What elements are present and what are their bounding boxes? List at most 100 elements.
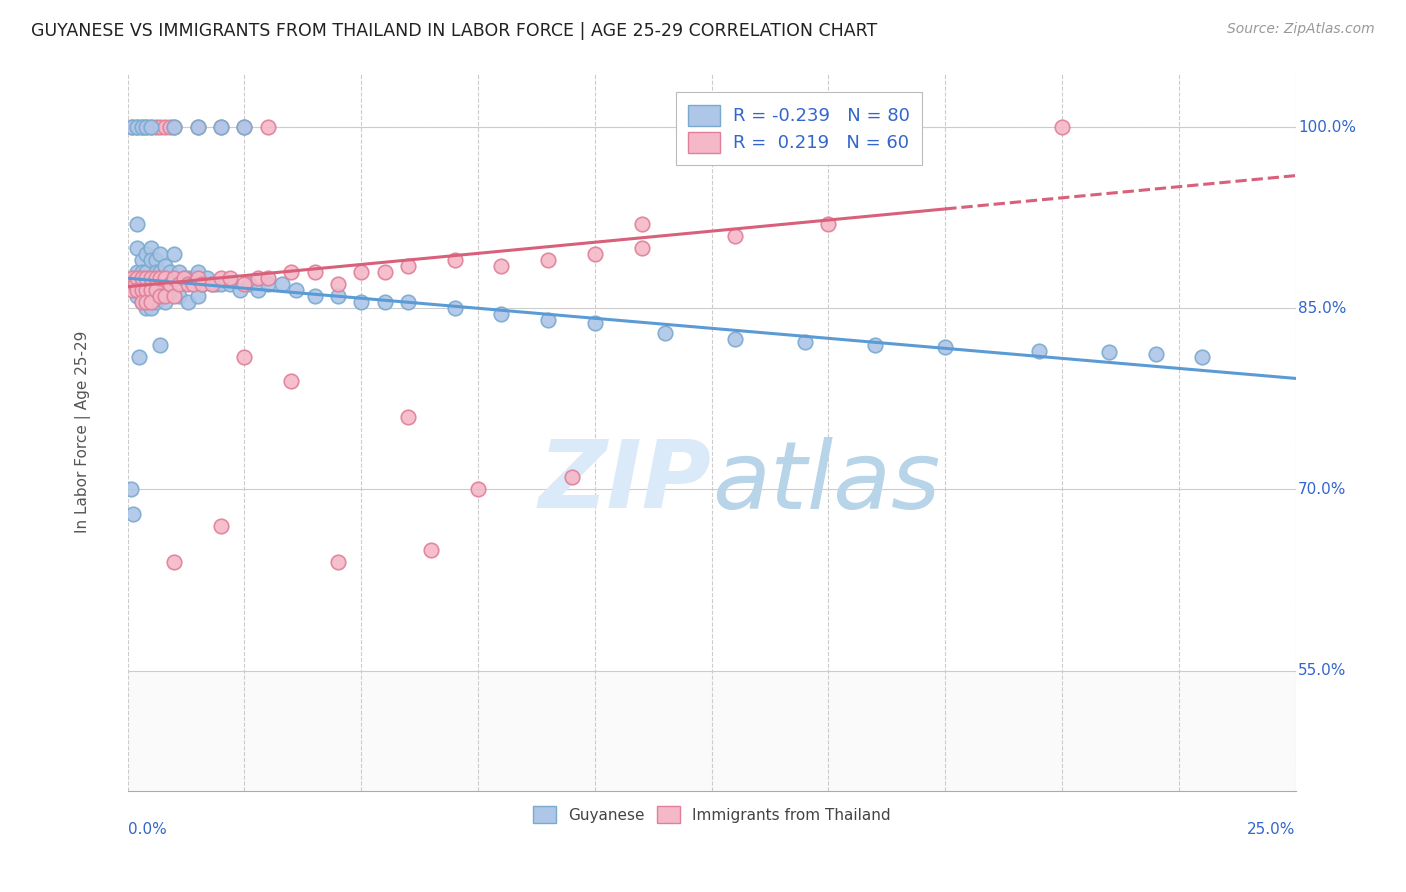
Point — [630, 217, 652, 231]
Point — [1191, 350, 1213, 364]
Point — [374, 265, 396, 279]
Point — [122, 507, 145, 521]
Point — [131, 277, 153, 292]
Point — [153, 277, 176, 292]
Point — [121, 283, 143, 297]
Point — [256, 120, 278, 135]
Point — [238, 277, 260, 292]
Point — [163, 555, 186, 569]
Point — [139, 120, 162, 135]
Point — [131, 265, 153, 279]
Point — [131, 271, 153, 285]
Point — [139, 271, 162, 285]
Point — [209, 518, 232, 533]
Point — [139, 253, 162, 268]
Point — [139, 120, 162, 135]
Point — [125, 120, 148, 135]
Text: Source: ZipAtlas.com: Source: ZipAtlas.com — [1227, 22, 1375, 37]
Point — [120, 483, 142, 497]
Point — [163, 120, 186, 135]
Point — [173, 271, 195, 285]
Point — [181, 277, 204, 292]
Point — [121, 120, 143, 135]
Point — [125, 241, 148, 255]
Text: 55.0%: 55.0% — [1298, 663, 1347, 678]
Point — [149, 289, 172, 303]
Point — [191, 277, 214, 292]
Point — [219, 271, 242, 285]
Point — [153, 295, 176, 310]
Point — [443, 301, 465, 316]
Point — [247, 271, 270, 285]
Text: GUYANESE VS IMMIGRANTS FROM THAILAND IN LABOR FORCE | AGE 25-29 CORRELATION CHAR: GUYANESE VS IMMIGRANTS FROM THAILAND IN … — [31, 22, 877, 40]
Point — [1028, 343, 1050, 358]
Point — [145, 295, 167, 310]
Point — [209, 277, 232, 292]
Point — [374, 295, 396, 310]
Point — [794, 335, 817, 350]
Point — [863, 337, 886, 351]
Point — [121, 277, 143, 292]
Point — [153, 271, 176, 285]
Point — [145, 277, 167, 292]
Legend: Guyanese, Immigrants from Thailand: Guyanese, Immigrants from Thailand — [526, 798, 898, 830]
Point — [350, 295, 373, 310]
Point — [284, 283, 307, 297]
Point — [128, 350, 150, 364]
Point — [167, 277, 190, 292]
Text: In Labor Force | Age 25-29: In Labor Force | Age 25-29 — [76, 331, 91, 533]
Point — [177, 295, 200, 310]
Point — [145, 253, 167, 268]
Point — [145, 265, 167, 279]
Point — [443, 253, 465, 268]
Point — [135, 295, 157, 310]
Point — [145, 283, 167, 297]
Point — [153, 259, 176, 273]
Point — [187, 120, 209, 135]
Point — [630, 241, 652, 255]
Point — [149, 289, 172, 303]
Text: 85.0%: 85.0% — [1298, 301, 1347, 316]
Point — [135, 301, 157, 316]
Point — [304, 265, 326, 279]
Point — [124, 271, 146, 285]
Text: 25.0%: 25.0% — [1247, 822, 1296, 837]
Point — [209, 271, 232, 285]
Point — [135, 289, 157, 303]
Text: 0.0%: 0.0% — [128, 822, 166, 837]
Point — [159, 265, 181, 279]
Point — [195, 271, 218, 285]
Point — [139, 271, 162, 285]
Point — [396, 259, 419, 273]
Point — [233, 120, 256, 135]
Point — [135, 283, 157, 297]
Point — [159, 283, 181, 297]
Point — [1144, 347, 1167, 361]
Point — [131, 120, 153, 135]
Point — [125, 120, 148, 135]
Point — [396, 410, 419, 425]
Point — [270, 277, 292, 292]
Point — [177, 271, 200, 285]
Point — [125, 265, 148, 279]
Point — [135, 265, 157, 279]
Point — [135, 271, 157, 285]
Point — [247, 283, 270, 297]
Point — [163, 289, 186, 303]
Text: 100.0%: 100.0% — [1298, 120, 1355, 135]
Point — [163, 271, 186, 285]
Point — [139, 301, 162, 316]
Point — [583, 316, 606, 330]
Point — [159, 120, 181, 135]
Point — [233, 350, 256, 364]
Point — [125, 271, 148, 285]
Point — [167, 289, 190, 303]
Point — [350, 265, 373, 279]
Point — [201, 277, 224, 292]
Point — [537, 253, 560, 268]
Point — [118, 277, 141, 292]
Point — [131, 120, 153, 135]
Point — [131, 283, 153, 297]
Point — [173, 271, 195, 285]
Point — [724, 229, 747, 244]
